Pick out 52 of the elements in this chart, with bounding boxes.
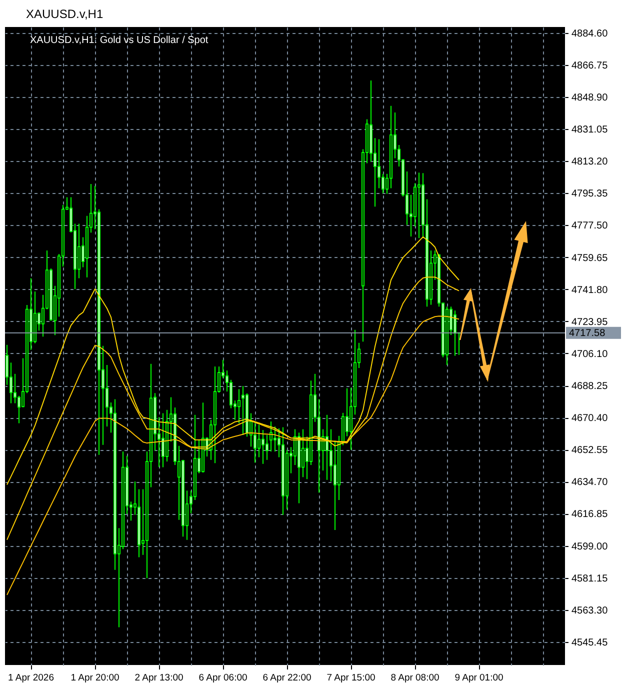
y-tick-label: 4616.85: [572, 509, 608, 520]
ref-line-label: 4717.58: [569, 328, 606, 339]
y-tick-label: 4599.00: [572, 541, 608, 552]
candlestick: [242, 385, 244, 436]
y-tick-label: 4670.40: [572, 413, 608, 424]
candlestick: [302, 428, 304, 478]
y-tick-label: 4688.25: [572, 381, 608, 392]
y-tick-label: 4563.30: [572, 605, 608, 616]
y-tick-label: 4866.75: [572, 60, 608, 72]
y-tick-label: 4741.80: [572, 284, 608, 296]
candlestick: [254, 422, 256, 464]
y-tick-label: 4634.70: [572, 477, 608, 488]
candlestick: [238, 388, 240, 424]
y-tick-label: 4706.10: [572, 348, 608, 360]
y-tick-label: 4723.95: [572, 316, 608, 328]
candlestick: [266, 434, 268, 460]
candlestick: [378, 138, 380, 189]
candlestick: [18, 395, 20, 424]
x-tick-label: 6 Apr 06:00: [198, 672, 248, 684]
y-tick-label: 4831.05: [572, 124, 608, 136]
y-tick-label: 4848.90: [572, 92, 608, 104]
candlestick: [294, 428, 296, 466]
candlestick: [334, 440, 336, 530]
candlestick: [78, 223, 80, 279]
candlestick: [14, 373, 16, 404]
x-tick-label: 1 Apr 20:00: [70, 672, 120, 684]
y-tick-label: 4652.55: [572, 445, 608, 456]
y-tick-label: 4759.65: [572, 252, 608, 264]
candlestick: [418, 172, 420, 239]
y-tick-label: 4884.60: [572, 28, 608, 40]
x-tick-label: 1 Apr 2026: [8, 672, 54, 684]
x-tick-label: 6 Apr 22:00: [262, 672, 312, 684]
chart-title: XAUUSD.v,H1: [26, 7, 104, 21]
candlestick: [106, 364, 108, 428]
candlestick: [262, 429, 264, 464]
x-tick-label: 7 Apr 15:00: [326, 672, 376, 684]
candlestick: [258, 424, 260, 458]
y-tick-label: 4777.50: [572, 220, 608, 232]
text: XAUUSD.v,H1: Gold vs US Dollar / Spot: [30, 35, 208, 46]
x-tick-label: 9 Apr 01:00: [454, 672, 504, 684]
y-tick-label: 4795.35: [572, 188, 608, 200]
x-tick-label: 8 Apr 08:00: [390, 672, 440, 684]
y-tick-label: 4545.45: [572, 637, 608, 648]
y-tick-label: 4813.20: [572, 156, 608, 168]
candlestick: [270, 421, 272, 452]
candlestick: [274, 426, 276, 452]
candlestick: [230, 379, 232, 409]
candlestick: [330, 428, 332, 482]
y-tick-label: 4581.15: [572, 573, 608, 584]
x-tick-label: 2 Apr 13:00: [134, 672, 184, 684]
candlestick: [346, 388, 348, 437]
candlestick: [162, 412, 164, 468]
